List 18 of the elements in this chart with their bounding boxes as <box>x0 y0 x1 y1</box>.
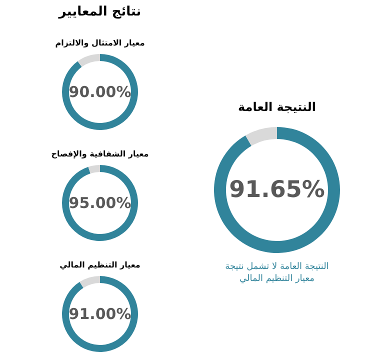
donut-slice <box>80 276 100 288</box>
text: النتيجة العامة لا تشمل نتيجة معيار التنظيم المالي <box>224 261 330 285</box>
chart-title: معيار الشفافية والإفصاح <box>51 150 149 158</box>
donut-slice <box>88 165 100 174</box>
donut-slice <box>78 54 100 67</box>
data-label: 95.00% <box>68 194 132 212</box>
donut-slice <box>62 165 138 241</box>
donut-slice <box>62 276 138 352</box>
donut-slice <box>245 127 277 146</box>
text: نتائج المعايير <box>58 4 142 20</box>
donut-slice <box>214 127 340 253</box>
data-label: 91.65% <box>229 177 325 203</box>
chart-title: معيار الامتثال والالتزام <box>55 38 145 48</box>
chart-title: النتيجة العامة <box>238 100 316 114</box>
data-label: 90.00% <box>68 83 132 101</box>
chart-title: معيار التنظيم المالي <box>60 260 140 270</box>
donut-slice <box>62 54 138 130</box>
data-label: 91.00% <box>68 305 132 323</box>
